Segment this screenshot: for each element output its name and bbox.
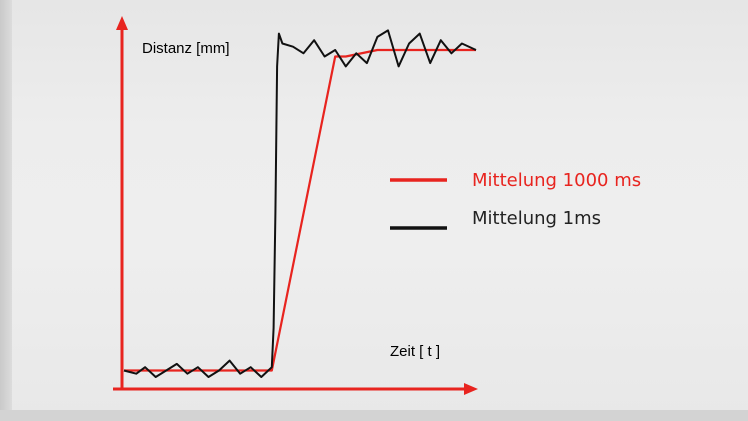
window-frame-bottom — [0, 410, 748, 421]
x-axis-arrow-icon — [464, 383, 478, 395]
y-axis-arrow-icon — [116, 16, 128, 30]
x-axis-label: Zeit [ t ] — [390, 343, 440, 360]
window-frame-left — [0, 0, 12, 421]
series-line-mittelung-1ms — [123, 29, 477, 378]
y-axis-label: Distanz [mm] — [142, 40, 230, 57]
legend-label-mittelung-1ms: Mittelung 1ms — [472, 208, 601, 229]
legend-label-mittelung-1000ms: Mittelung 1000 ms — [472, 170, 641, 191]
series-line-mittelung-1000ms — [124, 48, 476, 372]
